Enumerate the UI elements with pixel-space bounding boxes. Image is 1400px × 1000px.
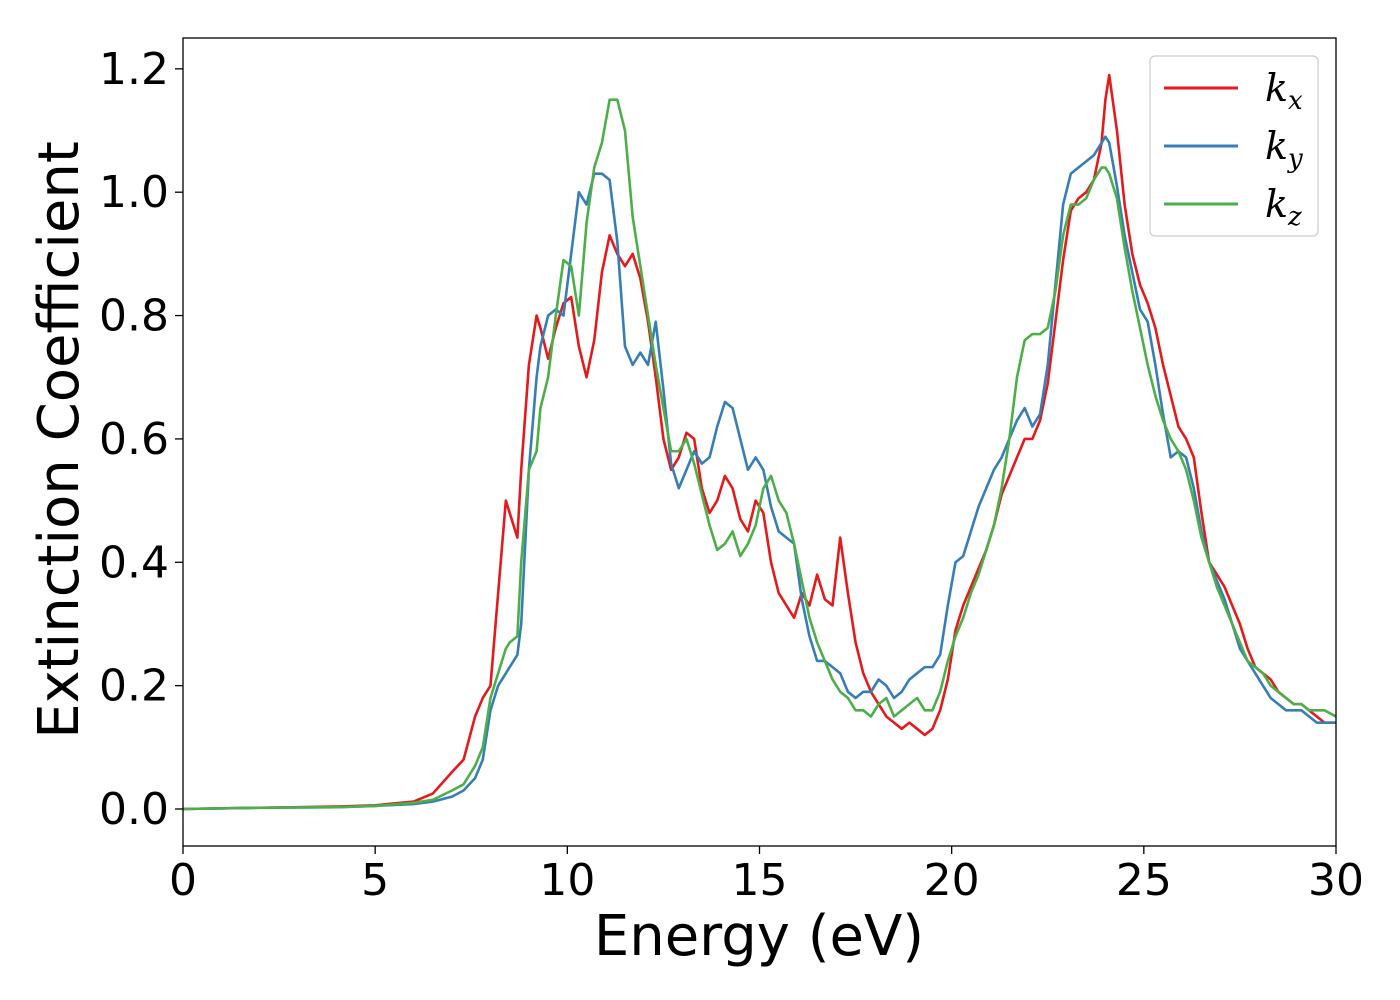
axes: 0 5 10 15 20 25 30 0.0 0.2 0.4 0.6 0.8 1.0 1.2 (99, 37, 1364, 906)
x-tick-label: 5 (361, 855, 389, 906)
legend-label-z: kz (1265, 182, 1302, 232)
legend-label-x: kx (1265, 66, 1303, 116)
y-tick-label: 0.4 (99, 537, 169, 588)
x-tick-label: 15 (732, 855, 788, 906)
plot-area (183, 73, 1336, 811)
y-tick-label: 0.2 (99, 661, 169, 712)
x-tick-label: 25 (1116, 855, 1172, 906)
y-tick-label: 0.6 (99, 414, 169, 465)
x-tick-label: 30 (1308, 855, 1364, 906)
series-line-z (183, 98, 1336, 811)
y-tick-label: 0.0 (99, 784, 169, 835)
legend: kx ky kz (1149, 55, 1319, 237)
x-tick-label: 20 (924, 855, 980, 906)
x-axis-title: Energy (eV) (594, 904, 924, 969)
y-axis-title: Extinction Coefficient (27, 141, 92, 739)
x-tick-label: 0 (169, 855, 197, 906)
y-tick-label: 0.8 (99, 291, 169, 342)
series-line-y (183, 135, 1336, 811)
legend-label-y: ky (1265, 124, 1303, 174)
y-tick-label: 1.0 (99, 167, 169, 218)
y-tick-label: 1.2 (99, 44, 169, 95)
x-tick-label: 10 (539, 855, 595, 906)
